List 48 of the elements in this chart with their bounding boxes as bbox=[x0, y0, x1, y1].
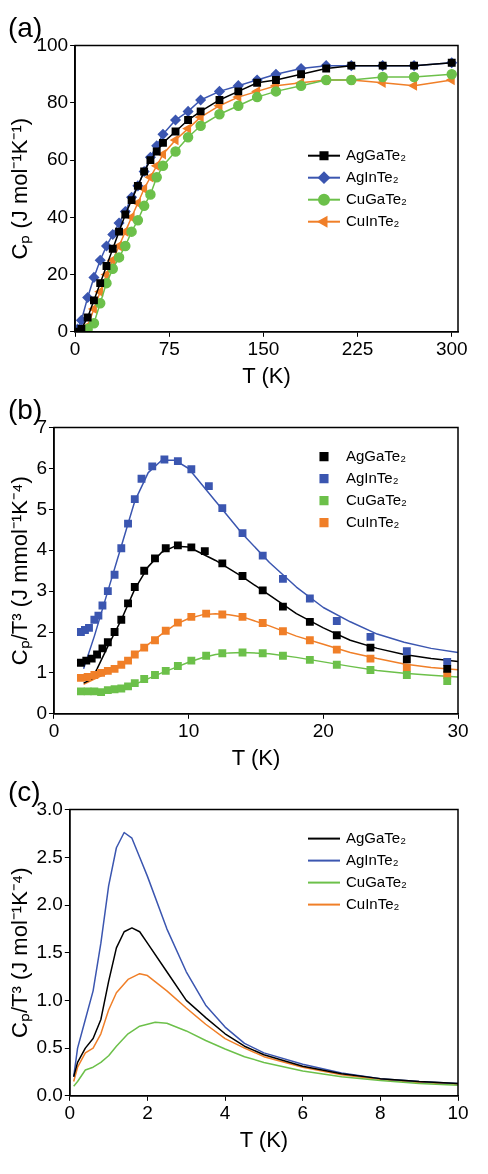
y-tick-label: 4 bbox=[36, 538, 48, 560]
y-tick-label: 20 bbox=[46, 262, 69, 284]
legend-label: CuInTe₂ bbox=[346, 512, 400, 530]
legend-label: CuGaTe₂ bbox=[346, 189, 408, 207]
legend-label: AgGaTe₂ bbox=[346, 145, 407, 163]
legend-label: AgInTe₂ bbox=[346, 468, 399, 486]
y-tick-label: 0.0 bbox=[36, 1084, 63, 1106]
legend-label: CuGaTe₂ bbox=[346, 872, 408, 890]
y-tick-label: 60 bbox=[46, 148, 69, 170]
legend-label: CuInTe₂ bbox=[346, 211, 400, 229]
legend-label: AgInTe₂ bbox=[346, 167, 399, 185]
legend-label: CuGaTe₂ bbox=[346, 490, 408, 508]
x-axis-title: T (K) bbox=[231, 744, 281, 770]
x-tick-label: 10 bbox=[447, 1102, 469, 1124]
y-axis-title: Cₚ/T³ (J mmol⁻¹K⁻⁴) bbox=[7, 476, 34, 666]
x-tick-label: 20 bbox=[312, 720, 334, 742]
legend-label: AgInTe₂ bbox=[346, 850, 399, 868]
y-tick-label: 1 bbox=[36, 661, 47, 683]
legend-label: CuInTe₂ bbox=[346, 894, 400, 912]
y-axis-title: Cₚ (J mol⁻¹K⁻¹) bbox=[7, 117, 34, 260]
y-tick-label: 0 bbox=[57, 320, 69, 342]
y-axis-title: Cₚ/T³ (J mol⁻¹K⁻⁴) bbox=[7, 867, 34, 1038]
x-axis-title: T (K) bbox=[242, 362, 291, 388]
x-tick-label: 10 bbox=[178, 720, 200, 742]
x-tick-label: 6 bbox=[297, 1102, 309, 1124]
x-tick-label: 4 bbox=[219, 1102, 231, 1124]
y-tick-label: 2.5 bbox=[36, 845, 63, 867]
legend-label: AgGaTe₂ bbox=[346, 446, 407, 464]
y-tick-label: 5 bbox=[36, 497, 47, 519]
y-tick-label: 6 bbox=[36, 456, 47, 478]
y-tick-label: 0.5 bbox=[36, 1036, 63, 1058]
y-tick-label: 1.0 bbox=[36, 988, 63, 1010]
x-tick-label: 300 bbox=[435, 338, 468, 360]
y-tick-label: 2.0 bbox=[36, 893, 63, 915]
x-tick-label: 150 bbox=[247, 338, 280, 360]
y-tick-label: 40 bbox=[46, 205, 69, 227]
legend-label: AgGaTe₂ bbox=[346, 828, 407, 846]
x-tick-label: 225 bbox=[341, 338, 374, 360]
x-axis-title: T (K) bbox=[239, 1126, 289, 1152]
y-tick-label: 2 bbox=[36, 620, 47, 642]
y-tick-label: 1.5 bbox=[36, 940, 63, 962]
x-tick-label: 2 bbox=[142, 1102, 153, 1124]
x-tick-label: 30 bbox=[447, 720, 469, 742]
x-tick-label: 75 bbox=[158, 338, 180, 360]
x-tick-label: 8 bbox=[375, 1102, 386, 1124]
y-tick-label: 0 bbox=[36, 702, 47, 724]
y-tick-label: 80 bbox=[46, 91, 69, 113]
y-tick-label: 3 bbox=[36, 579, 47, 601]
